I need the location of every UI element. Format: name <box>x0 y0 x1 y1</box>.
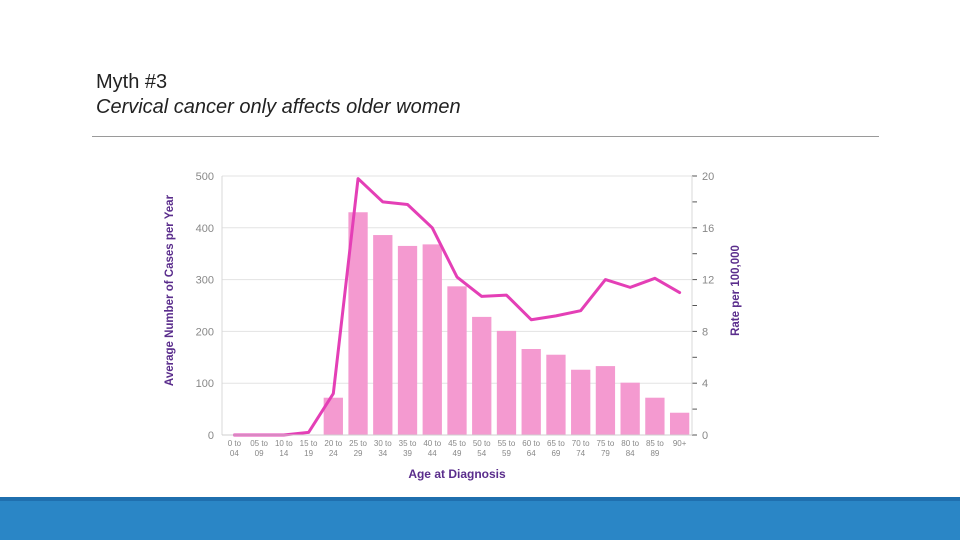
slide-title-block: Myth #3 Cervical cancer only affects old… <box>96 70 461 120</box>
bar-20-to-24 <box>323 397 343 435</box>
axes: 0 100 200 300 400 500 0 4 8 12 16 20 0 to 04 05 to 09 10… <box>196 171 715 458</box>
bar-65-to-69 <box>546 354 566 435</box>
x-tick-label: 80 to 84 <box>621 439 639 458</box>
footer-bar <box>0 497 960 540</box>
x-tick-label: 10 to 14 <box>275 439 293 458</box>
x-tick-label: 35 to 39 <box>399 439 417 458</box>
x-axis-title: Age at Diagnosis <box>408 467 506 481</box>
x-tick-label: 05 to 09 <box>250 439 268 458</box>
x-tick-label: 85 to 89 <box>646 439 664 458</box>
x-tick-label: 65 to 69 <box>547 439 565 458</box>
bar-60-to-64 <box>521 349 541 435</box>
bars <box>323 212 690 435</box>
y-left-tick-label: 200 <box>196 326 214 338</box>
x-tick-label: 0 to 04 <box>228 439 242 458</box>
y-left-axis-title: Average Number of Cases per Year <box>164 194 176 386</box>
bar-90- <box>669 412 690 435</box>
y-right-tick-label: 4 <box>702 378 708 390</box>
bar-40-to-44 <box>422 244 442 435</box>
slide-title: Myth #3 <box>96 71 168 93</box>
x-tick-label: 75 to 79 <box>597 439 615 458</box>
bar-85-to-89 <box>645 397 665 435</box>
x-tick-label: 50 to 54 <box>473 439 491 458</box>
y-right-tick-label: 12 <box>702 275 714 287</box>
bar-35-to-39 <box>397 245 418 435</box>
footer-stripe <box>0 497 960 501</box>
x-tick-label: 30 to 34 <box>374 439 392 458</box>
y-right-axis-title: Rate per 100,000 <box>730 245 742 336</box>
y-left-tick-label: 500 <box>196 171 214 183</box>
y-right-tick-label: 20 <box>702 171 714 183</box>
x-tick-label: 20 to 24 <box>324 439 342 458</box>
bar-55-to-59 <box>496 330 517 435</box>
cervical-cancer-age-chart: 0 100 200 300 400 500 0 4 8 12 16 20 0 to 04 05 to 09 10… <box>164 171 742 481</box>
x-tick-label: 45 to 49 <box>448 439 466 458</box>
slide-subtitle: Cervical cancer only affects older women <box>96 96 461 118</box>
x-tick-label: 70 to 74 <box>572 439 590 458</box>
y-right-tick-label: 16 <box>702 223 714 235</box>
x-tick-label: 15 to 19 <box>300 439 318 458</box>
x-tick-label: 40 to 44 <box>423 439 441 458</box>
bar-25-to-29 <box>348 212 368 435</box>
bar-50-to-54 <box>472 316 492 435</box>
y-left-tick-label: 0 <box>208 430 214 442</box>
y-right-tick-label: 8 <box>702 326 708 338</box>
bar-45-to-49 <box>447 286 467 435</box>
x-tick-label: 55 to 59 <box>498 439 516 458</box>
y-left-tick-label: 400 <box>196 223 214 235</box>
x-tick-label: 60 to 64 <box>522 439 540 458</box>
y-right-tick-label: 0 <box>702 430 708 442</box>
bar-80-to-84 <box>620 382 640 435</box>
title-divider <box>92 136 879 137</box>
y-left-tick-label: 300 <box>196 275 214 287</box>
bar-70-to-74 <box>571 369 591 435</box>
bar-30-to-34 <box>373 235 393 435</box>
axis-labels: Age at Diagnosis Average Number of Cases … <box>164 194 742 481</box>
x-tick-label: 25 to 29 <box>349 439 367 458</box>
bar-75-to-79 <box>595 366 616 435</box>
y-left-tick-label: 100 <box>196 378 214 390</box>
x-tick-label: 90+ <box>673 439 687 448</box>
